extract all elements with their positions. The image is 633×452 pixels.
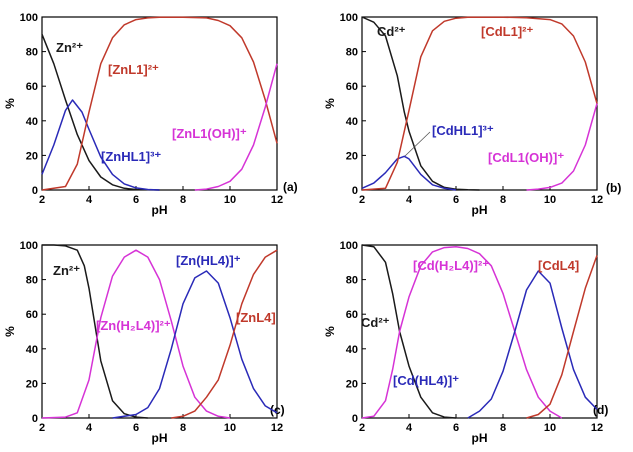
x-tick-label: 2 [39, 194, 45, 206]
y-tick-label: 80 [346, 275, 358, 287]
x-tick-label: 2 [359, 422, 365, 434]
species-label: [Zn(HL4)]⁺ [176, 253, 241, 268]
y-tick-label: 0 [352, 185, 358, 197]
x-tick-label: 10 [544, 194, 556, 206]
panel-label: (b) [606, 181, 621, 195]
panel-c: 2 4 6 8 10 12 0 20 40 60 80 100 pH% (c) Zn²⁺ [Zn(H₂L4)]… [3, 240, 285, 445]
x-tick-label: 10 [544, 422, 556, 434]
x-tick-label: 4 [86, 194, 93, 206]
series-line [41, 16, 278, 191]
panel-a: 2 4 6 8 10 12 0 20 40 60 80 100 pH% (a) Zn²⁺ [ZnHL1]³⁺ [… [3, 12, 298, 217]
x-axis-label: pH [472, 203, 488, 217]
species-label: [ZnL4] [236, 310, 276, 325]
x-tick-label: 8 [180, 422, 186, 434]
x-tick-label: 8 [500, 422, 506, 434]
y-axis-label: % [3, 326, 17, 337]
y-axis-label: % [323, 326, 337, 337]
series-line [42, 244, 148, 419]
series-line [361, 245, 563, 419]
y-tick-label: 20 [26, 150, 38, 162]
series-line [41, 99, 160, 191]
x-tick-label: 12 [591, 422, 603, 434]
y-tick-label: 60 [26, 309, 38, 321]
y-tick-label: 100 [340, 12, 358, 24]
species-label: [Cd(HL4)]⁺ [393, 373, 459, 388]
series-line [526, 255, 598, 419]
y-tick-label: 80 [346, 47, 358, 59]
x-tick-label: 6 [133, 194, 139, 206]
species-label: Zn²⁺ [53, 263, 80, 278]
panel-label: (a) [283, 180, 298, 194]
panel-label: (d) [593, 403, 608, 417]
x-tick-label: 8 [180, 194, 186, 206]
y-tick-label: 40 [26, 116, 38, 128]
x-tick-label: 12 [271, 194, 283, 206]
x-tick-label: 12 [591, 194, 603, 206]
x-tick-label: 8 [500, 194, 506, 206]
y-tick-label: 0 [352, 413, 358, 425]
y-tick-label: 60 [346, 309, 358, 321]
panel-b: 2 4 6 8 10 12 0 20 40 60 80 100 pH% (b) Cd²⁺ [CdHL1]³⁺ [… [323, 12, 621, 217]
y-tick-label: 40 [26, 344, 38, 356]
y-tick-label: 0 [32, 413, 38, 425]
species-label: [ZnHL1]³⁺ [101, 149, 161, 164]
x-axis-label: pH [152, 203, 168, 217]
x-axis-label: pH [152, 431, 168, 445]
species-label: [CdL4] [538, 258, 579, 273]
series-line [526, 103, 598, 191]
y-tick-label: 100 [20, 12, 38, 24]
x-tick-label: 4 [406, 422, 413, 434]
y-tick-label: 20 [346, 378, 358, 390]
x-axis-label: pH [472, 431, 488, 445]
series-line [361, 244, 457, 419]
y-tick-label: 0 [32, 185, 38, 197]
y-tick-label: 20 [26, 378, 38, 390]
y-tick-label: 60 [346, 81, 358, 93]
series-line [467, 270, 598, 419]
species-label: Zn²⁺ [56, 40, 83, 55]
leader-line [404, 131, 431, 157]
y-tick-label: 20 [346, 150, 358, 162]
x-tick-label: 4 [406, 194, 413, 206]
species-label: [ZnL1(OH)]⁺ [172, 126, 247, 141]
species-label: Cd²⁺ [377, 24, 406, 39]
y-axis-label: % [3, 98, 17, 109]
panel-label: (c) [270, 403, 285, 417]
y-tick-label: 100 [340, 240, 358, 252]
series-line [41, 34, 160, 191]
y-tick-label: 100 [20, 240, 38, 252]
series-line [361, 16, 480, 191]
species-label: [Cd(H₂L4)]²⁺ [413, 258, 489, 273]
x-tick-label: 4 [86, 422, 93, 434]
x-tick-label: 6 [453, 422, 459, 434]
x-tick-label: 12 [271, 422, 283, 434]
series-line [361, 16, 598, 191]
y-tick-label: 40 [346, 344, 358, 356]
y-tick-label: 80 [26, 275, 38, 287]
series-line [361, 155, 457, 191]
series-line [112, 270, 278, 419]
panel-d: 2 4 6 8 10 12 0 20 40 60 80 100 pH% (d) Cd²⁺ [Cd(H₂L4)]… [323, 240, 608, 445]
species-label: [Zn(H₂L4)]²⁺ [96, 318, 171, 333]
species-label: [ZnL1]²⁺ [108, 62, 159, 77]
y-tick-label: 40 [346, 116, 358, 128]
x-tick-label: 10 [224, 194, 236, 206]
x-tick-label: 6 [133, 422, 139, 434]
plot-frame [41, 244, 278, 419]
y-axis-label: % [323, 98, 337, 109]
x-tick-label: 2 [359, 194, 365, 206]
y-tick-label: 60 [26, 81, 38, 93]
series-line [171, 249, 278, 419]
x-tick-label: 6 [453, 194, 459, 206]
species-label: [CdL1]²⁺ [481, 24, 533, 39]
y-tick-label: 80 [26, 47, 38, 59]
series-line [194, 63, 278, 191]
plot-frame [361, 244, 598, 419]
x-tick-label: 2 [39, 422, 45, 434]
x-tick-label: 10 [224, 422, 236, 434]
species-label: [CdL1(OH)]⁺ [488, 150, 564, 165]
species-label: Cd²⁺ [361, 315, 390, 330]
species-label: [CdHL1]³⁺ [432, 123, 494, 138]
